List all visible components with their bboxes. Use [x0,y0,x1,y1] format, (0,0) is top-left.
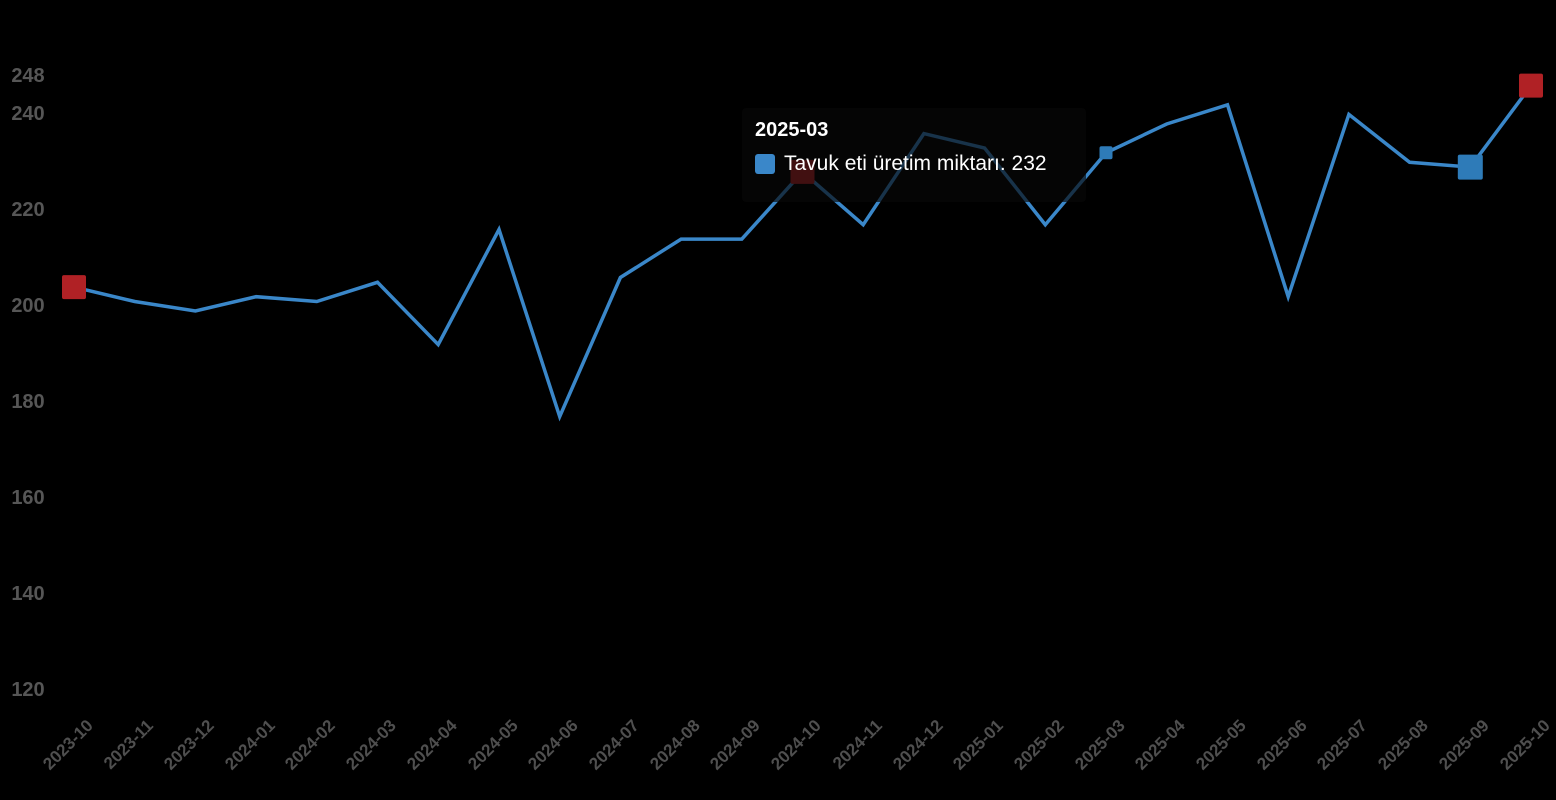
data-marker-2025-09[interactable] [1457,154,1483,180]
y-axis-label: 140 [11,583,45,606]
tooltip-row: Tavuk eti üretim miktarı: 232 [742,142,1086,176]
y-axis-label: 200 [11,295,45,318]
y-axis-label: 240 [11,103,45,126]
data-marker-2025-10[interactable] [1519,73,1543,98]
tooltip-value-text: Tavuk eti üretim miktarı: 232 [784,152,1047,175]
data-marker-2025-03[interactable] [1099,146,1113,160]
y-axis-label: 120 [11,679,45,701]
y-axis-label: 220 [11,199,45,222]
y-axis-label: 180 [11,391,45,414]
series-swatch-icon [755,154,775,174]
tooltip: 2025-03 Tavuk eti üretim miktarı: 232 [742,108,1086,202]
y-axis-label: 160 [11,487,45,510]
data-marker-2023-10[interactable] [62,275,86,300]
tooltip-title: 2025-03 [755,119,829,141]
y-axis-label: 248 [11,65,45,87]
